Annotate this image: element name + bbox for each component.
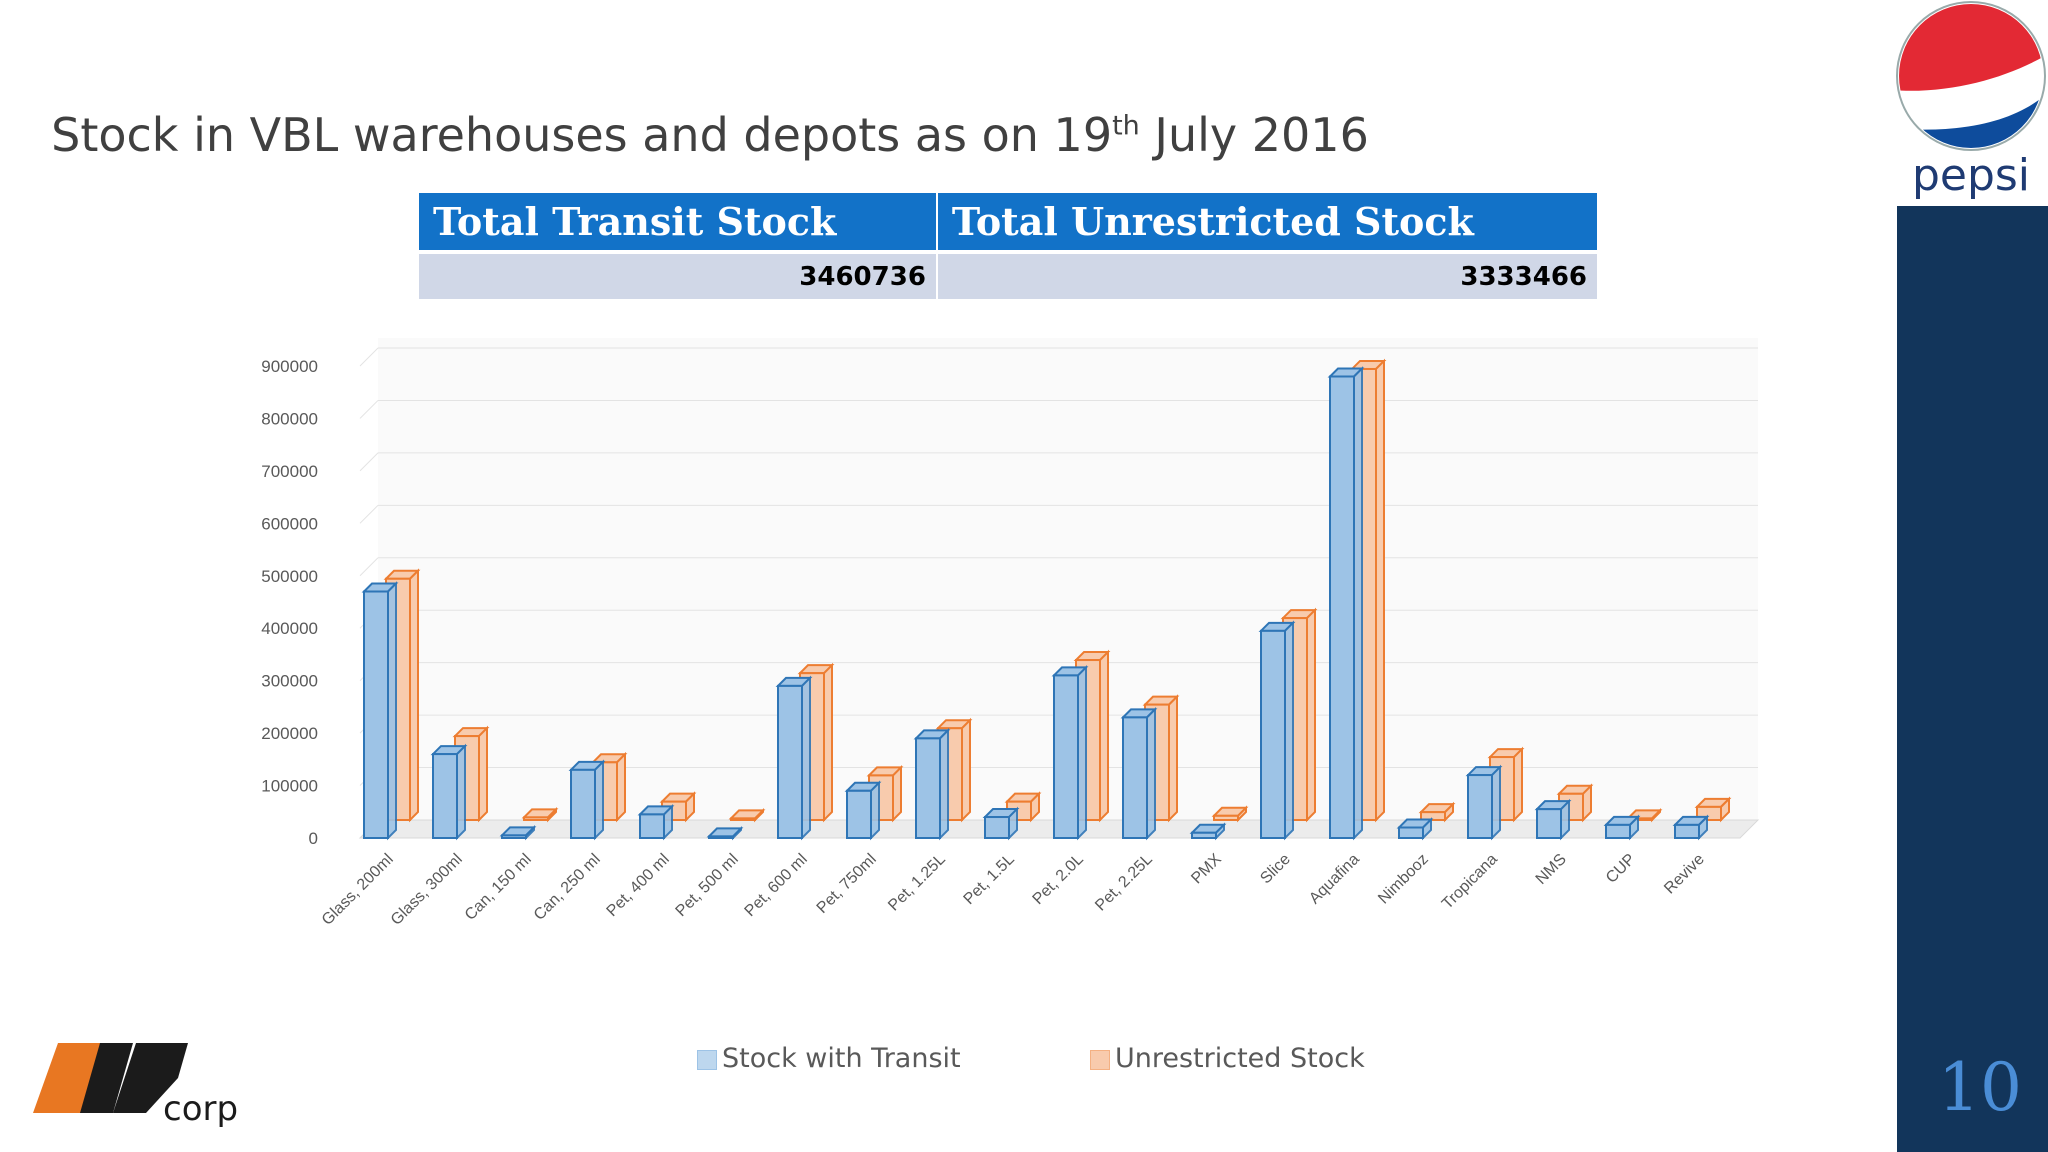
x-tick-label: Pet, 400 ml: [604, 851, 673, 920]
x-tick-label: PMX: [1188, 851, 1225, 888]
bar-unrestricted: [590, 751, 628, 823]
y-tick-label: 900000: [261, 357, 318, 376]
x-tick-label: Pet, 500 ml: [673, 851, 742, 920]
x-tick-label: Aquafina: [1306, 851, 1363, 908]
svg-text:corp: corp: [163, 1089, 238, 1129]
bar-transit: [1120, 706, 1158, 841]
y-tick-label: 100000: [261, 777, 318, 796]
bar-transit: [1396, 817, 1434, 841]
bar-transit: [1534, 798, 1572, 841]
gridline-side: [359, 557, 379, 577]
x-tick-label: Can, 150 ml: [462, 851, 535, 924]
summary-header-unrestricted: Total Unrestricted Stock: [935, 193, 1597, 252]
page-number: 10: [1938, 1049, 2022, 1126]
y-tick-label: 700000: [261, 462, 318, 481]
y-tick-label: 200000: [261, 724, 318, 743]
x-tick-label: CUP: [1603, 851, 1639, 887]
bar-unrestricted: [1418, 801, 1456, 823]
bar-transit: [775, 675, 813, 841]
y-tick-label: 500000: [261, 567, 318, 586]
bar-transit: [1465, 764, 1503, 841]
x-tick-label: Slice: [1257, 851, 1294, 888]
bar-transit: [982, 806, 1020, 841]
bar-transit: [913, 727, 951, 841]
bar-transit: [1189, 822, 1227, 841]
gridline-side: [359, 504, 379, 524]
legend-label-transit: Stock with Transit: [722, 1043, 961, 1074]
summary-value-unrestricted: 3333466: [935, 250, 1597, 299]
bar-unrestricted: [521, 806, 559, 823]
bar-transit: [706, 826, 744, 841]
bar-unrestricted: [1211, 805, 1249, 823]
bar-transit: [1258, 620, 1296, 841]
x-tick-label: NMS: [1533, 851, 1570, 888]
x-tick-label: Glass, 300ml: [388, 851, 466, 929]
bar-unrestricted: [728, 808, 766, 823]
slide-title: Stock in VBL warehouses and depots as on…: [0, 108, 1420, 162]
legend-swatch-transit: [697, 1049, 717, 1070]
title-text: Stock in VBL warehouses and depots as on…: [51, 108, 1113, 162]
sidebar-band: [1897, 206, 2048, 1152]
title-superscript: th: [1112, 110, 1140, 142]
bar-transit: [1051, 665, 1089, 841]
y-tick-label: 600000: [261, 514, 318, 533]
bar-transit: [430, 743, 468, 841]
x-tick-label: Nimbooz: [1375, 851, 1432, 908]
bar-transit: [499, 824, 537, 841]
y-tick-label: 800000: [261, 409, 318, 428]
svg-text:pepsi: pepsi: [1912, 150, 2030, 201]
summary-header-row: Total Transit Stock Total Unrestricted S…: [419, 193, 1597, 252]
summary-header-transit: Total Transit Stock: [419, 193, 937, 252]
summary-value-row: 3460736 3333466: [419, 250, 1597, 299]
pepsi-logo: pepsi: [1895, 0, 2048, 206]
bar-transit: [637, 803, 675, 841]
legend-item-unrestricted: Unrestricted Stock: [1090, 1043, 1365, 1074]
x-tick-label: Pet, 750ml: [814, 851, 880, 917]
bar-unrestricted: [1004, 791, 1042, 823]
bar-transit: [844, 780, 882, 841]
gridline-side: [359, 452, 379, 472]
stock-chart: 0 100000 200000 300000 400000 500000 600000 700…: [261, 338, 1760, 929]
gridline-side: [359, 400, 379, 419]
summary-table: Total Transit Stock Total Unrestricted S…: [419, 193, 1597, 299]
bar-transit: [361, 581, 399, 841]
x-tick-label: Pet, 2.0L: [1030, 851, 1087, 908]
bar-transit: [1603, 814, 1641, 841]
bar-transit: [1672, 814, 1710, 841]
plot-back-wall: [378, 338, 1758, 820]
x-tick-label: Tropicana: [1439, 851, 1501, 913]
gridline-side: [359, 347, 379, 367]
bar-transit: [1327, 366, 1365, 841]
x-tick-label: Pet, 1.25L: [885, 851, 949, 915]
y-tick-label: 400000: [261, 619, 318, 638]
y-tick-label: 0: [309, 829, 318, 848]
legend-swatch-unrestricted: [1090, 1049, 1110, 1070]
summary-value-transit: 3460736: [419, 250, 937, 299]
title-tail: July 2016: [1139, 108, 1369, 162]
x-tick-label: Glass, 200ml: [319, 851, 397, 929]
x-tick-label: Can, 250 ml: [531, 851, 604, 924]
x-tick-label: Pet, 1.5L: [961, 851, 1018, 908]
x-tick-label: Pet, 600 ml: [742, 851, 811, 920]
bar-transit: [568, 759, 606, 841]
corp-logo: corp: [28, 1038, 258, 1143]
y-tick-label: 300000: [261, 672, 318, 691]
x-tick-label: Revive: [1661, 851, 1708, 898]
x-tick-label: Pet, 2.25L: [1092, 851, 1156, 915]
legend-item-transit: Stock with Transit: [697, 1043, 961, 1074]
legend-label-unrestricted: Unrestricted Stock: [1115, 1043, 1365, 1074]
